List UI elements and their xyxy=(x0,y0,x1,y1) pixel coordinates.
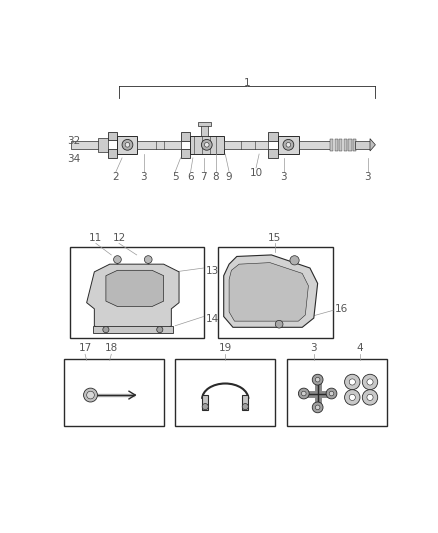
Circle shape xyxy=(242,403,248,410)
Text: 6: 6 xyxy=(187,172,194,182)
Circle shape xyxy=(122,140,133,150)
Bar xyxy=(349,139,352,151)
Text: 17: 17 xyxy=(78,343,92,353)
Text: 19: 19 xyxy=(219,343,232,353)
Polygon shape xyxy=(224,255,318,327)
Bar xyxy=(64,359,164,426)
Text: 3: 3 xyxy=(280,172,287,182)
Bar xyxy=(330,139,333,151)
Polygon shape xyxy=(370,139,375,151)
Bar xyxy=(355,141,370,149)
Text: 13: 13 xyxy=(206,265,219,276)
Circle shape xyxy=(290,256,299,265)
Text: 3: 3 xyxy=(311,343,317,353)
Circle shape xyxy=(283,140,294,150)
Text: 18: 18 xyxy=(105,343,118,353)
Circle shape xyxy=(367,379,373,385)
Text: 2: 2 xyxy=(113,172,119,182)
Bar xyxy=(198,122,212,126)
Circle shape xyxy=(312,374,323,385)
Polygon shape xyxy=(87,264,179,332)
Bar xyxy=(242,395,248,410)
Bar xyxy=(108,149,117,158)
Circle shape xyxy=(345,390,360,405)
Bar xyxy=(353,139,356,151)
Text: 12: 12 xyxy=(113,232,126,243)
Bar xyxy=(180,149,190,158)
Text: 1: 1 xyxy=(244,78,250,88)
Bar xyxy=(224,141,268,149)
Circle shape xyxy=(202,403,208,410)
Polygon shape xyxy=(106,270,164,306)
Bar xyxy=(335,139,338,151)
Circle shape xyxy=(84,388,97,402)
Circle shape xyxy=(145,256,152,263)
Bar xyxy=(190,135,224,154)
Circle shape xyxy=(349,379,355,385)
Circle shape xyxy=(103,327,109,333)
Text: 34: 34 xyxy=(67,154,81,164)
Circle shape xyxy=(205,142,209,147)
Circle shape xyxy=(301,391,306,396)
Circle shape xyxy=(329,391,334,396)
Bar xyxy=(70,247,204,338)
Bar xyxy=(339,139,342,151)
Circle shape xyxy=(349,394,355,400)
Bar xyxy=(287,359,387,426)
Text: 14: 14 xyxy=(206,314,219,324)
Bar xyxy=(180,132,190,141)
Polygon shape xyxy=(229,263,308,321)
Text: 3: 3 xyxy=(140,172,147,182)
Bar xyxy=(218,247,333,338)
Text: 15: 15 xyxy=(268,232,281,243)
Bar xyxy=(117,135,138,154)
Text: 9: 9 xyxy=(226,172,233,182)
Bar xyxy=(138,141,180,149)
Circle shape xyxy=(157,327,163,333)
Bar xyxy=(175,359,276,426)
Circle shape xyxy=(312,402,323,413)
Bar xyxy=(299,141,330,149)
Bar xyxy=(268,149,278,158)
Circle shape xyxy=(345,374,360,390)
Bar xyxy=(202,395,208,410)
Circle shape xyxy=(367,394,373,400)
Circle shape xyxy=(298,388,309,399)
Text: 10: 10 xyxy=(250,168,263,178)
Circle shape xyxy=(315,377,320,382)
Bar xyxy=(344,139,347,151)
Text: 7: 7 xyxy=(200,172,207,182)
Bar xyxy=(278,135,299,154)
Circle shape xyxy=(326,388,337,399)
Bar xyxy=(98,138,108,152)
Text: 4: 4 xyxy=(357,343,363,353)
Text: 3: 3 xyxy=(364,172,371,182)
Text: 8: 8 xyxy=(213,172,219,182)
Circle shape xyxy=(362,374,378,390)
Circle shape xyxy=(201,140,212,150)
Bar xyxy=(108,132,117,140)
Bar xyxy=(93,326,173,334)
Text: 11: 11 xyxy=(89,232,102,243)
Circle shape xyxy=(315,405,320,410)
Bar xyxy=(201,125,208,135)
Circle shape xyxy=(286,142,291,147)
Text: 16: 16 xyxy=(335,304,348,314)
Circle shape xyxy=(276,320,283,328)
Circle shape xyxy=(87,391,94,399)
Text: 32: 32 xyxy=(67,135,81,146)
Text: 5: 5 xyxy=(172,172,179,182)
Circle shape xyxy=(362,390,378,405)
Bar xyxy=(268,132,278,141)
Bar xyxy=(71,141,102,149)
Circle shape xyxy=(125,142,130,147)
Circle shape xyxy=(113,256,121,263)
